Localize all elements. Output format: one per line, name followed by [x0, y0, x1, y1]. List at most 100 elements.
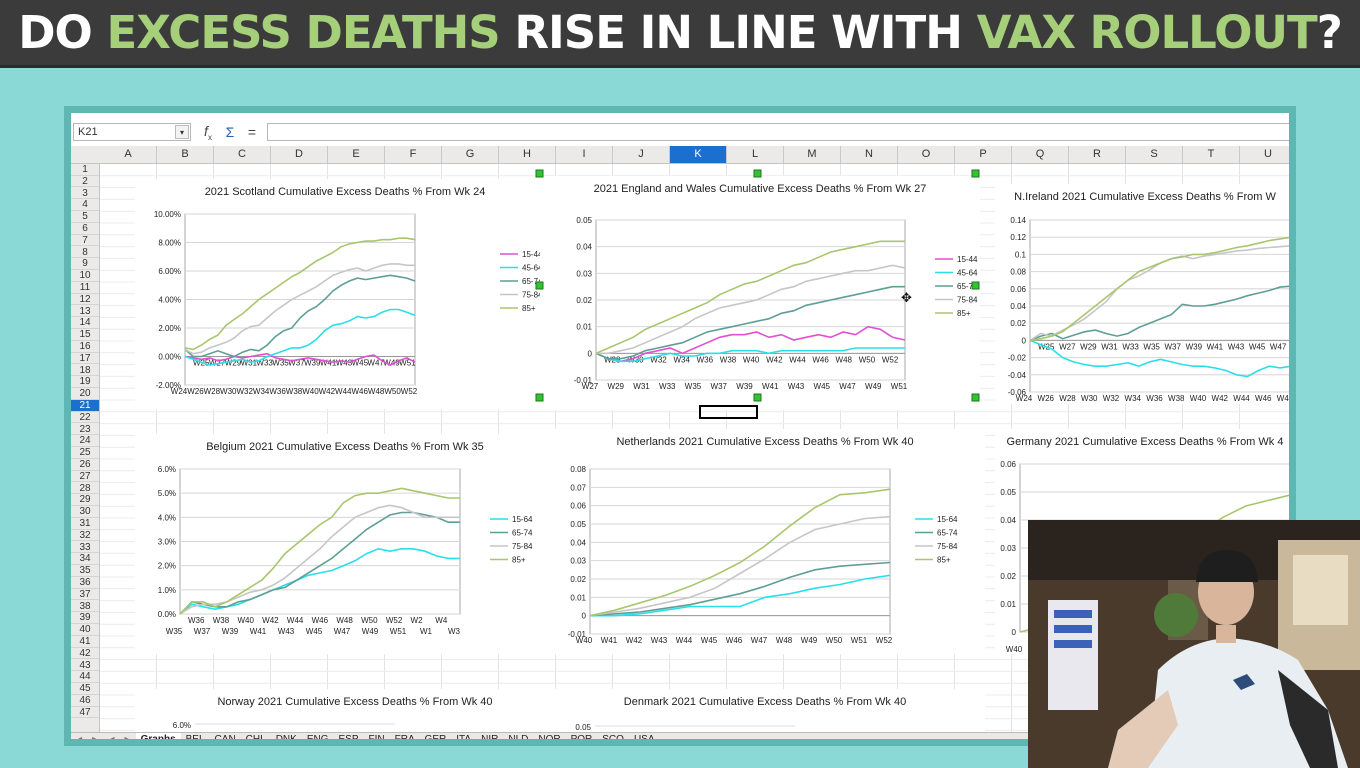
column-header-L[interactable]: L [727, 146, 784, 163]
sheet-tab-usa[interactable]: USA [633, 734, 655, 745]
column-header-C[interactable]: C [214, 146, 271, 163]
column-header-Q[interactable]: Q [1012, 146, 1069, 163]
tab-scroll-icon[interactable]: ◀ [108, 735, 115, 744]
sheet-tab-eng[interactable]: ENG [306, 734, 329, 745]
column-header-D[interactable]: D [271, 146, 328, 163]
row-header-3[interactable]: 3 [71, 188, 99, 200]
row-header-36[interactable]: 36 [71, 577, 99, 589]
row-header-41[interactable]: 41 [71, 636, 99, 648]
column-header-K[interactable]: K [670, 146, 727, 163]
column-header-S[interactable]: S [1126, 146, 1183, 163]
sheet-tab-can[interactable]: CAN [214, 734, 236, 745]
column-header-N[interactable]: N [841, 146, 898, 163]
row-header-29[interactable]: 29 [71, 494, 99, 506]
column-header-R[interactable]: R [1069, 146, 1126, 163]
row-header-31[interactable]: 31 [71, 518, 99, 530]
formula-input[interactable] [267, 123, 1289, 141]
row-header-21[interactable]: 21 [71, 400, 99, 412]
row-header-42[interactable]: 42 [71, 648, 99, 660]
column-header-F[interactable]: F [385, 146, 442, 163]
row-header-23[interactable]: 23 [71, 424, 99, 436]
sheet-tab-dnk[interactable]: DNK [275, 734, 297, 745]
row-header-17[interactable]: 17 [71, 353, 99, 365]
column-header-O[interactable]: O [898, 146, 955, 163]
row-header-32[interactable]: 32 [71, 530, 99, 542]
row-header-27[interactable]: 27 [71, 471, 99, 483]
row-header-4[interactable]: 4 [71, 199, 99, 211]
row-header-7[interactable]: 7 [71, 235, 99, 247]
tab-scroll-icon[interactable]: ▶ [124, 735, 131, 744]
sheet-tab-fin[interactable]: FIN [368, 734, 385, 745]
row-header-18[interactable]: 18 [71, 365, 99, 377]
row-header-34[interactable]: 34 [71, 553, 99, 565]
column-header-J[interactable]: J [613, 146, 670, 163]
chart-title: 2021 Scotland Cumulative Excess Deaths %… [205, 186, 486, 198]
sheet-tab-sco[interactable]: SCO [602, 734, 624, 745]
column-header-I[interactable]: I [556, 146, 613, 163]
equals-icon[interactable]: = [247, 124, 257, 140]
row-header-20[interactable]: 20 [71, 388, 99, 400]
row-header-46[interactable]: 46 [71, 695, 99, 707]
row-header-2[interactable]: 2 [71, 176, 99, 188]
column-header-E[interactable]: E [328, 146, 385, 163]
row-header-24[interactable]: 24 [71, 435, 99, 447]
row-header-35[interactable]: 35 [71, 565, 99, 577]
column-header-M[interactable]: M [784, 146, 841, 163]
function-wizard-icon[interactable]: fx [204, 122, 212, 142]
tab-scroll-icon[interactable]: ▶ [92, 735, 99, 744]
row-header-15[interactable]: 15 [71, 329, 99, 341]
row-header-16[interactable]: 16 [71, 341, 99, 353]
row-header-33[interactable]: 33 [71, 542, 99, 554]
row-header-13[interactable]: 13 [71, 306, 99, 318]
row-header-19[interactable]: 19 [71, 376, 99, 388]
row-header-37[interactable]: 37 [71, 589, 99, 601]
sheet-tab-bel[interactable]: BEL [185, 734, 205, 745]
y-tick-label: -0.02 [1008, 354, 1027, 363]
sheet-tab-graphs[interactable]: Graphs [135, 733, 181, 739]
sheet-tab-por[interactable]: POR [570, 734, 593, 745]
row-header-10[interactable]: 10 [71, 270, 99, 282]
legend-label: 45-64 [522, 264, 543, 273]
column-header-T[interactable]: T [1183, 146, 1240, 163]
row-header-6[interactable]: 6 [71, 223, 99, 235]
row-header-43[interactable]: 43 [71, 660, 99, 672]
row-header-38[interactable]: 38 [71, 601, 99, 613]
column-header-H[interactable]: H [499, 146, 556, 163]
row-header-11[interactable]: 11 [71, 282, 99, 294]
sheet-tab-nir[interactable]: NIR [481, 734, 499, 745]
row-header-44[interactable]: 44 [71, 671, 99, 683]
row-header-26[interactable]: 26 [71, 459, 99, 471]
row-header-8[interactable]: 8 [71, 247, 99, 259]
row-header-45[interactable]: 45 [71, 683, 99, 695]
row-header-12[interactable]: 12 [71, 294, 99, 306]
column-header-A[interactable]: A [100, 146, 157, 163]
row-header-14[interactable]: 14 [71, 317, 99, 329]
row-header-9[interactable]: 9 [71, 258, 99, 270]
sheet-tab-nor[interactable]: NOR [538, 734, 561, 745]
column-header-U[interactable]: U [1240, 146, 1289, 163]
row-header-25[interactable]: 25 [71, 447, 99, 459]
row-header-28[interactable]: 28 [71, 483, 99, 495]
sheet-tab-fra[interactable]: FRA [394, 734, 415, 745]
row-header-39[interactable]: 39 [71, 612, 99, 624]
name-box[interactable]: K21 ▾ [73, 123, 191, 141]
sum-icon[interactable]: Σ [225, 124, 235, 140]
row-header-5[interactable]: 5 [71, 211, 99, 223]
chevron-down-icon[interactable]: ▾ [175, 125, 189, 139]
sheet-tab-chl[interactable]: CHL [245, 734, 266, 745]
sheet-tab-nld[interactable]: NLD [508, 734, 529, 745]
column-header-B[interactable]: B [157, 146, 214, 163]
row-header-22[interactable]: 22 [71, 412, 99, 424]
row-header-40[interactable]: 40 [71, 624, 99, 636]
y-tick-label: 0.05 [575, 723, 591, 732]
sheet-tab-ger[interactable]: GER [424, 734, 447, 745]
row-header-1[interactable]: 1 [71, 164, 99, 176]
sheet-tab-esp[interactable]: ESP [338, 734, 359, 745]
x-tick-label: W44 [676, 636, 693, 645]
sheet-tab-ita[interactable]: ITA [456, 734, 472, 745]
tab-scroll-icon[interactable]: ◀ [76, 735, 83, 744]
row-header-47[interactable]: 47 [71, 707, 99, 719]
column-header-P[interactable]: P [955, 146, 1012, 163]
row-header-30[interactable]: 30 [71, 506, 99, 518]
column-header-G[interactable]: G [442, 146, 499, 163]
